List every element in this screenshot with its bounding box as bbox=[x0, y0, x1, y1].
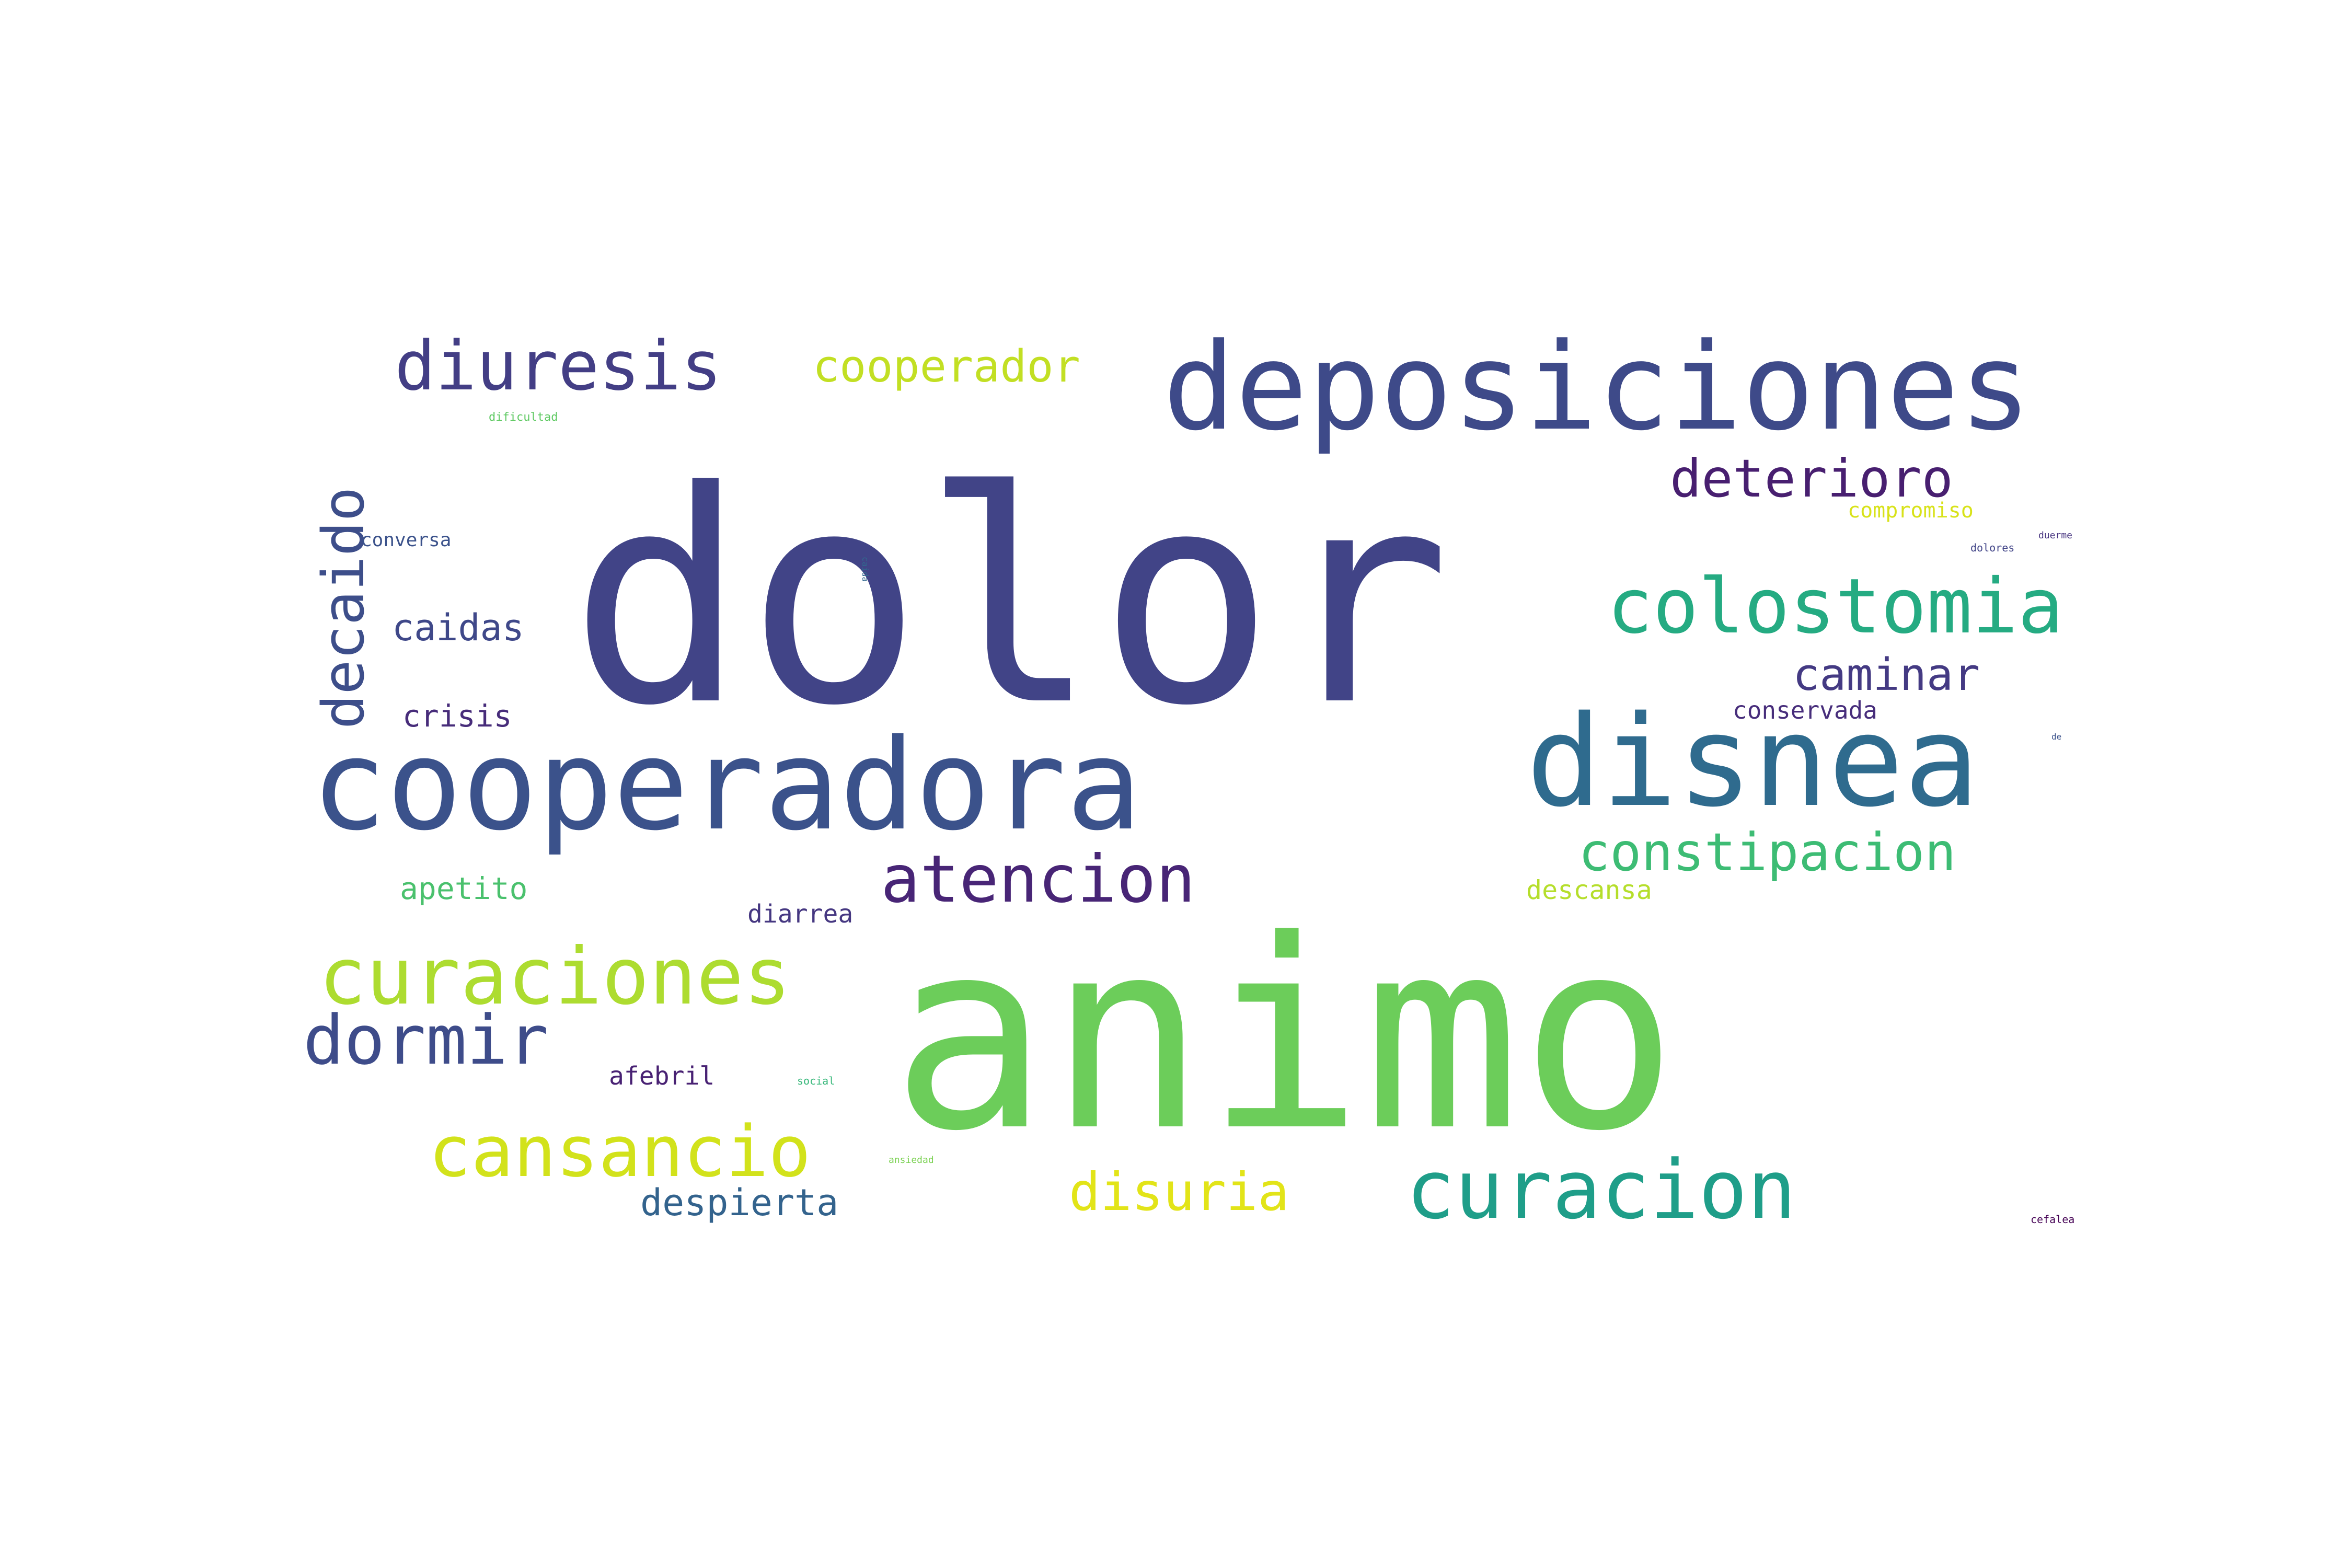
word-dolor: dolor bbox=[570, 429, 1451, 770]
word-caminar: caminar bbox=[1793, 649, 1980, 701]
word-despierta: despierta bbox=[640, 1181, 838, 1224]
word-deterioro: deterioro bbox=[1670, 448, 1953, 509]
word-curacion: curacion bbox=[1406, 1143, 1796, 1237]
word-social: social bbox=[797, 1075, 835, 1087]
word-dolores: dolores bbox=[1970, 541, 2014, 554]
word-caidas: caidas bbox=[392, 606, 524, 649]
word-disuria: disuria bbox=[1069, 1161, 1289, 1223]
word-apetito: apetito bbox=[400, 871, 527, 906]
word-diuresis: diuresis bbox=[395, 326, 722, 406]
word-atencion: atencion bbox=[881, 841, 1195, 917]
word-colostomia: colostomia bbox=[1607, 562, 2063, 651]
word-cansancio: cansancio bbox=[429, 1111, 811, 1193]
word-cefalea: cefalea bbox=[2031, 1213, 2074, 1226]
word-conservada: conservada bbox=[1733, 696, 1877, 724]
word-cooperador: cooperador bbox=[813, 341, 1080, 393]
word-compromiso: compromiso bbox=[1848, 499, 1974, 523]
word-ansiedad: ansiedad bbox=[889, 1155, 934, 1166]
word-afebril: afebril bbox=[609, 1062, 714, 1091]
word-curaciones: curaciones bbox=[319, 931, 791, 1022]
word-de: de bbox=[2051, 732, 2061, 742]
word-diarrea: diarrea bbox=[747, 900, 853, 929]
word-descansa: descansa bbox=[1526, 875, 1652, 905]
word-caida: caida bbox=[860, 557, 870, 582]
word-animo: animo bbox=[891, 884, 1678, 1188]
word-dormir: dormir bbox=[303, 1000, 549, 1080]
word-dificultad: dificultad bbox=[489, 411, 558, 424]
word-cooperadora: cooperadora bbox=[311, 712, 1142, 858]
word-conversa: conversa bbox=[361, 529, 451, 551]
word-constipacion: constipacion bbox=[1578, 822, 1956, 883]
word-disnea: disnea bbox=[1526, 688, 1979, 835]
word-crisis: crisis bbox=[402, 698, 512, 734]
word-duerme: duerme bbox=[2038, 530, 2072, 541]
word-decaido: decaido bbox=[310, 487, 377, 729]
word-deposiciones: deposiciones bbox=[1163, 318, 2032, 457]
